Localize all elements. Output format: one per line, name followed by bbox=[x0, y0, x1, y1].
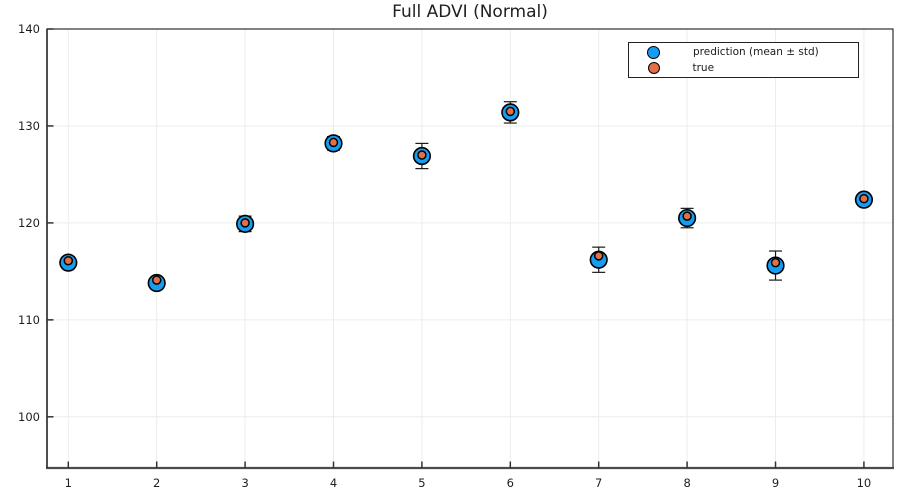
x-tick-label: 2 bbox=[153, 476, 160, 490]
x-tick-label: 7 bbox=[595, 476, 602, 490]
y-tick-label: 100 bbox=[18, 410, 40, 424]
true-point bbox=[593, 251, 604, 261]
true-point bbox=[151, 275, 162, 285]
x-tick-label: 8 bbox=[683, 476, 690, 490]
y-tick-label: 130 bbox=[18, 119, 40, 133]
legend-item-true: true bbox=[629, 61, 858, 76]
x-tick-label: 10 bbox=[857, 476, 872, 490]
y-tick-label: 140 bbox=[18, 22, 40, 36]
y-tick-label: 110 bbox=[18, 313, 40, 327]
true-point bbox=[328, 137, 339, 148]
true-point bbox=[240, 218, 250, 228]
plot-frame bbox=[46, 28, 894, 469]
true-point bbox=[505, 106, 516, 117]
chart-title: Full ADVI (Normal) bbox=[392, 2, 548, 22]
x-tick-label: 4 bbox=[330, 476, 337, 490]
y-tick-label: 120 bbox=[18, 216, 40, 230]
legend-item-prediction: prediction (mean ± std) bbox=[629, 45, 858, 60]
legend-label-true: true bbox=[692, 62, 715, 74]
x-tick-label: 6 bbox=[507, 476, 514, 490]
legend: prediction (mean ± std) true bbox=[628, 42, 859, 78]
true-point bbox=[859, 193, 869, 204]
true-point bbox=[417, 150, 427, 160]
x-tick-label: 1 bbox=[65, 476, 72, 490]
true-marker-icon bbox=[647, 62, 660, 74]
x-tick-label: 9 bbox=[772, 476, 779, 490]
x-tick-label: 5 bbox=[418, 476, 425, 490]
true-point bbox=[682, 211, 692, 221]
prediction-marker-icon bbox=[647, 45, 660, 59]
true-point bbox=[63, 255, 74, 266]
true-point bbox=[770, 257, 781, 268]
legend-label-prediction: prediction (mean ± std) bbox=[693, 46, 819, 58]
x-tick-label: 3 bbox=[241, 476, 248, 490]
